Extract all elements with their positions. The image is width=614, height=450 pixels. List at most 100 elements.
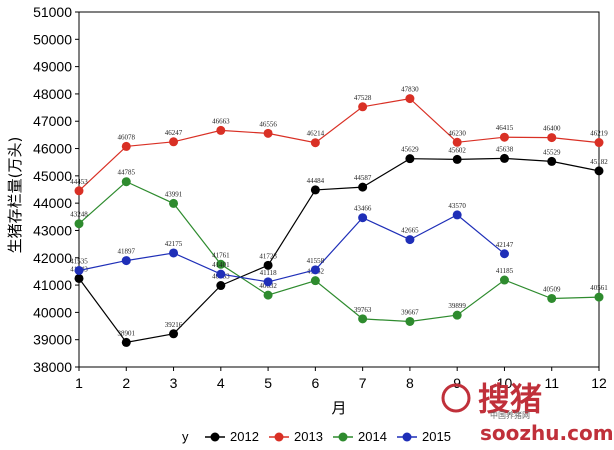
data-label-2012: 45602 (448, 146, 466, 154)
y-axis-title: 生猪存栏量(万头) (6, 137, 24, 254)
data-label-2015: 41535 (70, 257, 88, 265)
data-label-2013: 46078 (118, 133, 136, 141)
data-point-2014 (74, 219, 84, 229)
legend-label: 2013 (294, 429, 323, 444)
data-label-2013: 47528 (354, 94, 372, 102)
watermark-caption: 中国养猪网 (490, 410, 530, 420)
x-tick-label: 8 (406, 375, 414, 391)
data-point-2013 (74, 186, 84, 196)
data-label-2013: 46247 (165, 129, 183, 137)
data-label-2012: 45629 (401, 146, 419, 154)
x-tick-label: 7 (359, 375, 367, 391)
data-point-2012 (547, 156, 557, 166)
data-label-2014: 40561 (590, 284, 608, 292)
data-point-2015 (121, 256, 131, 266)
y-axis: 38000 39000 40000 41000 42000 43000 44000 45000… (33, 4, 79, 375)
series-2013: 44453 46078 46247 46663 46556 46214 47528 47830… (70, 86, 608, 196)
series-line-2012 (78, 157, 600, 344)
x-tick-label: 6 (311, 375, 319, 391)
legend-item-2014: 2014 (333, 429, 387, 444)
legend-title: y (182, 429, 189, 444)
y-tick-label: 42000 (33, 250, 72, 266)
data-label-2014: 39667 (401, 308, 419, 316)
data-point-2013 (405, 94, 415, 104)
data-label-2012: 39216 (165, 321, 183, 329)
series-line-2014 (78, 180, 600, 323)
data-label-2012: 44484 (307, 177, 325, 185)
data-label-2014: 41761 (212, 251, 230, 259)
data-label-2015: 41897 (118, 248, 136, 256)
data-label-2014: 43991 (165, 190, 183, 198)
data-point-2012 (405, 154, 415, 164)
data-point-2015 (263, 277, 273, 287)
x-tick-label: 1 (75, 375, 83, 391)
data-point-2012 (121, 337, 131, 347)
data-label-2013: 46400 (543, 125, 561, 133)
y-tick-label: 38000 (33, 359, 72, 375)
x-tick-label: 11 (544, 375, 559, 391)
data-point-2013 (263, 128, 273, 138)
legend-item-2015: 2015 (397, 429, 451, 444)
data-point-2015 (169, 248, 179, 258)
data-point-2014 (169, 198, 179, 208)
data-label-2013: 46663 (212, 117, 230, 125)
data-label-2013: 46415 (496, 124, 514, 132)
x-axis: 1 2 3 4 5 6 7 8 9 10 11 12 (75, 367, 607, 391)
y-tick-label: 40000 (33, 304, 72, 320)
legend-swatch-marker (338, 432, 348, 442)
data-point-2014 (358, 314, 368, 324)
legend-label: 2012 (230, 429, 259, 444)
y-tick-label: 41000 (33, 277, 72, 293)
x-tick-label: 10 (497, 375, 513, 391)
watermark: 搜猪 中国养猪网 soozhu.com (441, 380, 614, 445)
y-tick-label: 46000 (33, 141, 72, 157)
data-point-2013 (121, 141, 131, 151)
data-label-2015: 42147 (496, 241, 514, 249)
y-tick-label: 50000 (33, 31, 72, 47)
data-label-2013: 44453 (70, 178, 88, 186)
data-label-2013: 46556 (259, 120, 277, 128)
data-point-2014 (121, 177, 131, 187)
data-point-2012 (74, 273, 84, 283)
data-label-2015: 41558 (307, 257, 325, 265)
data-label-2012: 38901 (118, 329, 136, 337)
series-2012: 4124338901392164098341723444844458745629… (70, 145, 608, 347)
data-point-2012 (169, 329, 179, 339)
data-label-2012: 45529 (543, 148, 561, 156)
legend-label: 2015 (422, 429, 451, 444)
data-label-2014: 39899 (448, 302, 466, 310)
x-tick-label: 5 (264, 375, 272, 391)
data-label-2015: 41118 (260, 269, 277, 277)
data-point-2014 (216, 259, 226, 269)
legend-item-2013: 2013 (269, 429, 323, 444)
data-point-2015 (216, 269, 226, 279)
data-point-2013 (547, 133, 557, 143)
x-tick-label: 2 (122, 375, 130, 391)
data-point-2013 (358, 102, 368, 112)
data-point-2015 (358, 213, 368, 223)
series-2015: 41535 41897 42175 41401 41118 41558 43466 42665… (70, 202, 514, 287)
data-point-2015 (452, 210, 462, 220)
data-label-2012: 45638 (496, 145, 514, 153)
plot-area (78, 11, 600, 368)
y-tick-label: 39000 (33, 332, 72, 348)
data-label-2014: 40509 (543, 285, 561, 293)
data-point-2012 (499, 153, 509, 163)
legend-swatch-marker (402, 432, 412, 442)
legend-swatch-marker (210, 432, 220, 442)
data-point-2012 (310, 185, 320, 195)
data-label-2014: 39763 (354, 306, 372, 314)
data-label-2015: 42175 (165, 240, 183, 248)
data-point-2013 (594, 138, 604, 148)
x-tick-label: 4 (217, 375, 225, 391)
y-tick-label: 51000 (33, 4, 72, 20)
data-label-2015: 41401 (212, 261, 230, 269)
y-tick-label: 49000 (33, 59, 72, 75)
x-tick-label: 9 (453, 375, 461, 391)
data-point-2012 (216, 281, 226, 291)
series-line-2013 (78, 97, 600, 192)
data-point-2013 (310, 138, 320, 148)
data-point-2014 (263, 290, 273, 300)
data-point-2013 (169, 137, 179, 147)
